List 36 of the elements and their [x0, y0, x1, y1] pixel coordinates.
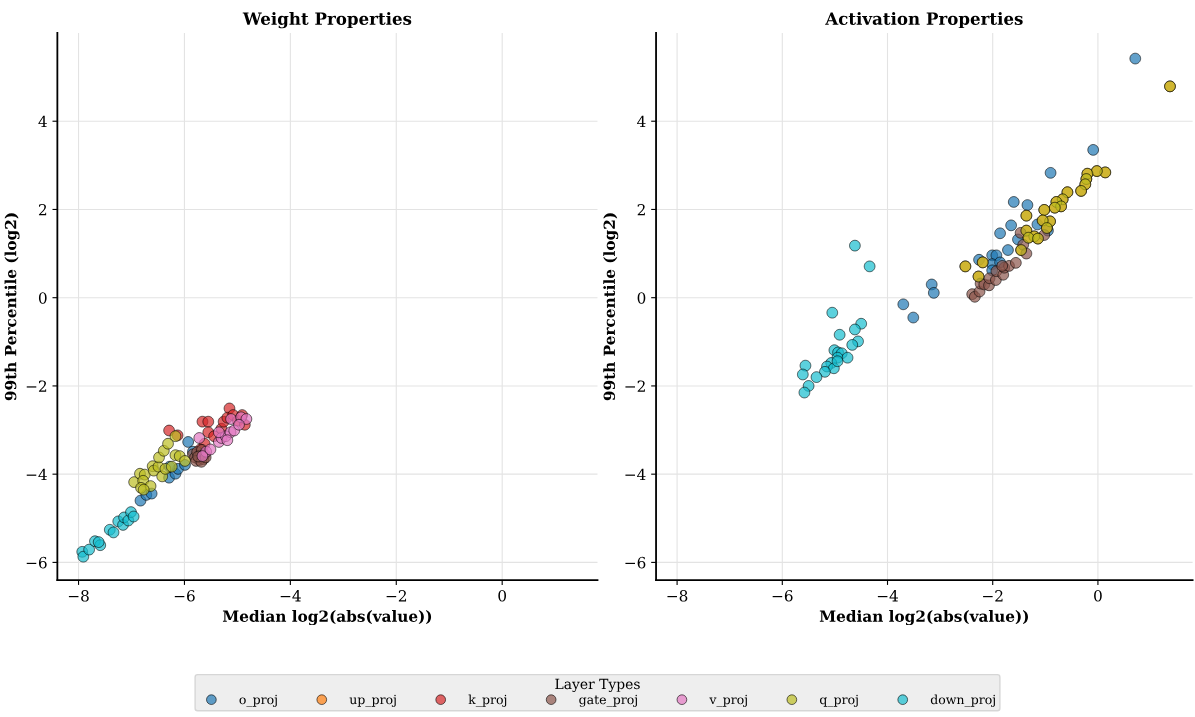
x-tick-label: 0 [498, 590, 507, 602]
y-tick-label: 0 [38, 292, 47, 304]
x-tick-label: −6 [174, 590, 195, 602]
x-tick-label: −8 [68, 590, 89, 602]
y-tick-label: 0 [637, 292, 646, 304]
y-tick-label: −6 [26, 556, 47, 569]
y-tick-label: −6 [625, 556, 646, 569]
legend-label: v_proj [709, 694, 747, 707]
y-tick-label: −4 [625, 468, 646, 480]
y-tick-label: 2 [38, 203, 47, 216]
y-tick-label: 4 [38, 115, 47, 128]
y-tick-label: −2 [625, 380, 645, 392]
legend-label: q_proj [819, 694, 858, 707]
legend-title: Layer Types [555, 678, 640, 693]
y-tick-label: 2 [637, 203, 645, 216]
x-tick-label: −2 [983, 590, 1003, 602]
chart-title: Weight Properties [242, 11, 412, 29]
legend-label: k_proj [468, 694, 507, 707]
y-axis-title: 99th Percentile (log2) [603, 213, 619, 401]
x-axis-title: Median log2(abs(value)) [819, 610, 1029, 626]
x-tick-label: −8 [667, 590, 688, 602]
chart-title: Activation Properties [825, 11, 1023, 29]
y-tick-label: −4 [26, 468, 47, 480]
legend-label: down_proj [930, 694, 995, 707]
x-tick-label: −4 [877, 590, 898, 602]
y-tick-label: 4 [637, 115, 646, 128]
legend-label: gate_proj [579, 694, 637, 707]
x-tick-label: −2 [386, 590, 407, 602]
x-tick-label: 0 [1094, 590, 1102, 602]
legend-label: o_proj [239, 694, 277, 707]
x-axis-title: Median log2(abs(value)) [222, 610, 432, 626]
y-tick-label: −2 [26, 380, 47, 392]
legend-label: up_proj [349, 694, 396, 707]
y-axis-title: 99th Percentile (log2) [4, 213, 20, 401]
x-tick-label: −6 [772, 590, 793, 602]
x-tick-label: −4 [280, 590, 301, 602]
